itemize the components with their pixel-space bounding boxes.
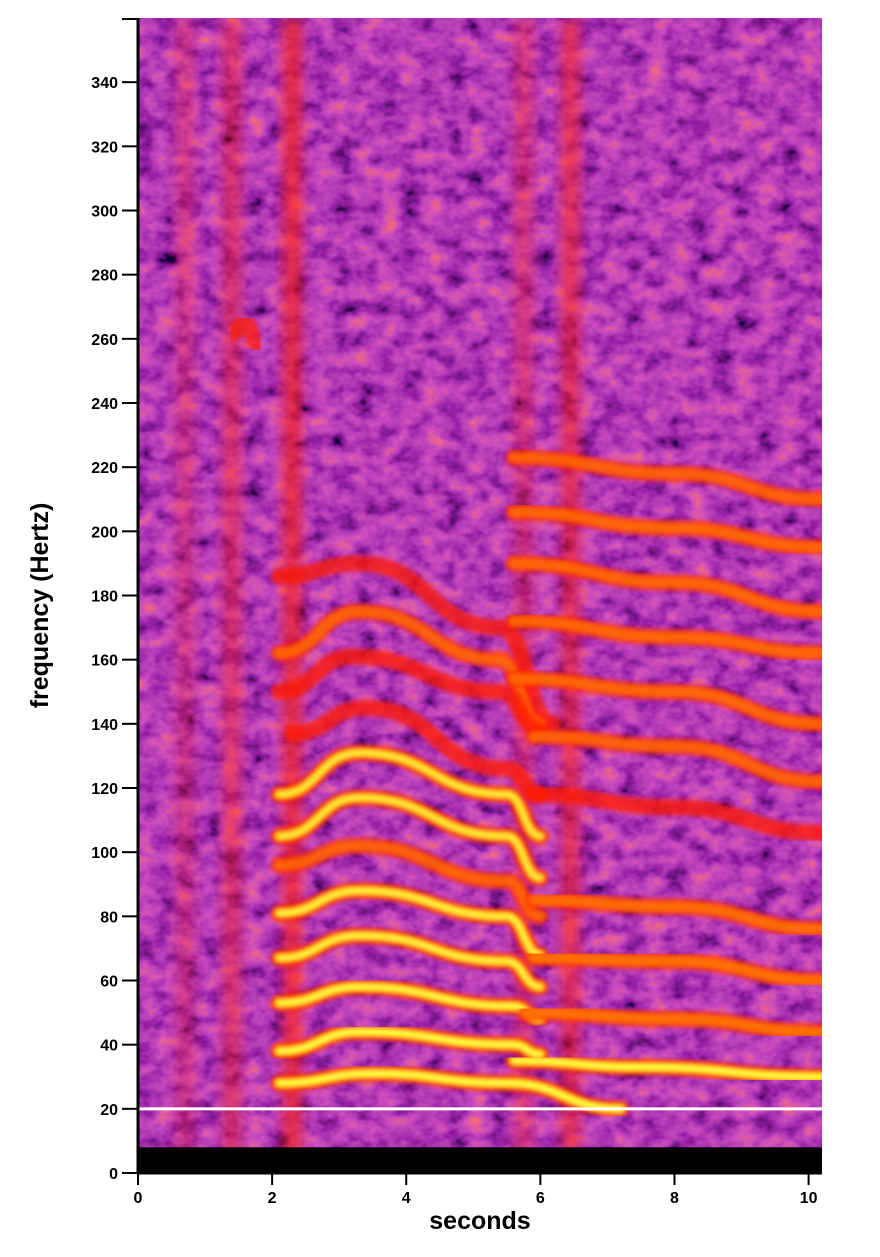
y-tick-label: 340 <box>91 75 118 92</box>
harmonic-band-2 <box>270 648 549 739</box>
y-tick-label: 160 <box>91 653 118 670</box>
x-axis-title: seconds <box>429 1207 530 1235</box>
harmonic-band-18 <box>525 728 822 790</box>
y-tick-label: 180 <box>91 589 118 606</box>
y-tick-label: 120 <box>91 781 118 798</box>
broadband-pulses <box>175 18 580 1173</box>
y-tick-label: 100 <box>91 845 118 862</box>
harmonic-band-5 <box>270 789 549 886</box>
x-tick-label: 2 <box>268 1190 277 1207</box>
y-tick-label: 240 <box>91 396 118 413</box>
y-tick-label: 260 <box>91 332 118 349</box>
harmonic-band-7 <box>270 882 549 963</box>
x-tick-label: 6 <box>536 1190 545 1207</box>
harmonic-band-22 <box>505 504 822 556</box>
harmonic-band-14 <box>518 1004 822 1040</box>
harmonic-band-20 <box>505 613 822 662</box>
harmonic-band-4 <box>270 744 549 845</box>
axes: 0204060801001201401601802002202402602803… <box>91 18 822 1207</box>
spectral-noise-texture <box>138 18 822 1173</box>
harmonic-band-19 <box>505 670 822 732</box>
y-tick-label: 40 <box>100 1038 118 1055</box>
x-axis-ticks: 0 2 4 6 8 10 <box>134 1173 818 1207</box>
harmonic-band-10 <box>270 1023 549 1063</box>
x-tick-label: 0 <box>134 1190 143 1207</box>
harmonic-band-6 <box>270 837 549 925</box>
y-tick-label: 60 <box>100 974 118 991</box>
y-tick-label: 220 <box>91 460 118 477</box>
harmonic-band-3 <box>284 699 549 803</box>
y-tick-label: 280 <box>91 268 118 285</box>
x-tick-label: 4 <box>402 1190 411 1207</box>
y-tick-label: 80 <box>100 909 118 926</box>
harmonic-band-23 <box>505 449 822 508</box>
y-axis-ticks: 0 20 40 60 80 100 120 140 160 180 200 220 240 260 280 3… <box>91 18 138 1183</box>
y-tick-label: 200 <box>91 524 118 541</box>
harmonic-band-16 <box>525 892 822 938</box>
harmonic-band-8 <box>270 927 549 995</box>
y-tick-label: 140 <box>91 717 118 734</box>
harmonic-band-17 <box>525 786 822 841</box>
y-tick-label: 300 <box>91 204 118 221</box>
plot-area <box>138 18 822 1173</box>
x-tick-label: 8 <box>670 1190 679 1207</box>
noise-floor-band <box>138 1147 822 1173</box>
harmonic-band-21 <box>505 555 822 620</box>
broadband-pulse-2 <box>283 18 302 1173</box>
broadband-pulse-4 <box>561 18 580 1173</box>
harmonic-bands <box>223 314 822 1133</box>
harmonic-band-11 <box>270 1065 629 1117</box>
y-tick-label: 20 <box>100 1102 118 1119</box>
broadband-pulse-1 <box>222 18 241 1173</box>
y-axis-title: frequency (Hertz) <box>26 503 54 709</box>
harmonic-band-24 <box>223 314 267 354</box>
y-tick-label: 320 <box>91 139 118 156</box>
y-tick-label: 0 <box>109 1166 118 1183</box>
harmonic-band-13 <box>505 1052 822 1085</box>
broadband-pulse-0 <box>175 18 194 1173</box>
harmonic-band-15 <box>525 950 822 989</box>
x-tick-label: 10 <box>800 1190 818 1207</box>
